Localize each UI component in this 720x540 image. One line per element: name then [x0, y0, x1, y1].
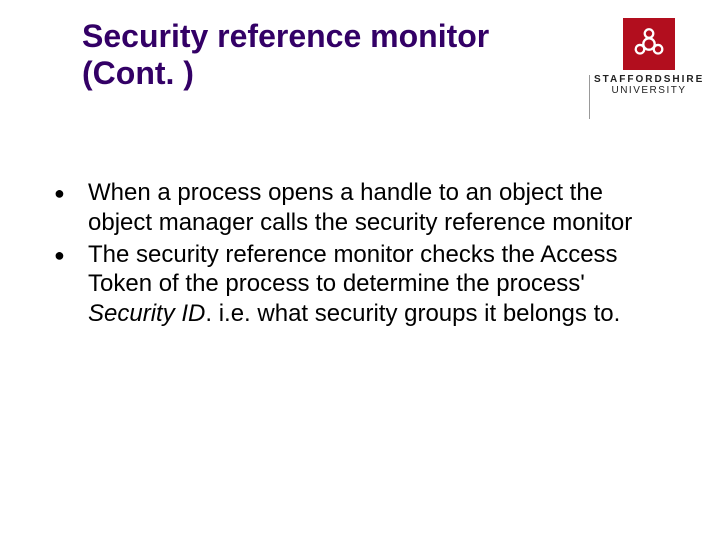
bullet-text-prefix: The security reference monitor checks th… — [88, 241, 618, 298]
bullet-marker: ● — [48, 178, 88, 238]
body-content: ● When a process opens a handle to an ob… — [48, 178, 658, 331]
title-line-2: (Cont. ) — [82, 55, 194, 91]
bullet-text-italic: Security ID — [88, 300, 205, 327]
bullet-text-suffix: . i.e. what security groups it belongs t… — [205, 300, 620, 327]
slide: Security reference monitor (Cont. ) STAF… — [0, 0, 720, 540]
logo-icon — [623, 18, 675, 70]
university-logo: STAFFORDSHIRE UNIVERSITY — [594, 18, 704, 96]
bullet-marker: ● — [48, 240, 88, 329]
logo-text-line-1: STAFFORDSHIRE — [594, 74, 704, 85]
logo-separator — [589, 75, 590, 119]
bullet-item: ● The security reference monitor checks … — [48, 240, 658, 329]
bullet-item: ● When a process opens a handle to an ob… — [48, 178, 658, 238]
bullet-text: When a process opens a handle to an obje… — [88, 178, 658, 238]
slide-title: Security reference monitor (Cont. ) — [82, 18, 582, 92]
title-block: Security reference monitor (Cont. ) — [82, 18, 582, 92]
logo-text-line-2: UNIVERSITY — [594, 85, 704, 96]
title-line-1: Security reference monitor — [82, 18, 489, 54]
bullet-text: The security reference monitor checks th… — [88, 240, 658, 329]
